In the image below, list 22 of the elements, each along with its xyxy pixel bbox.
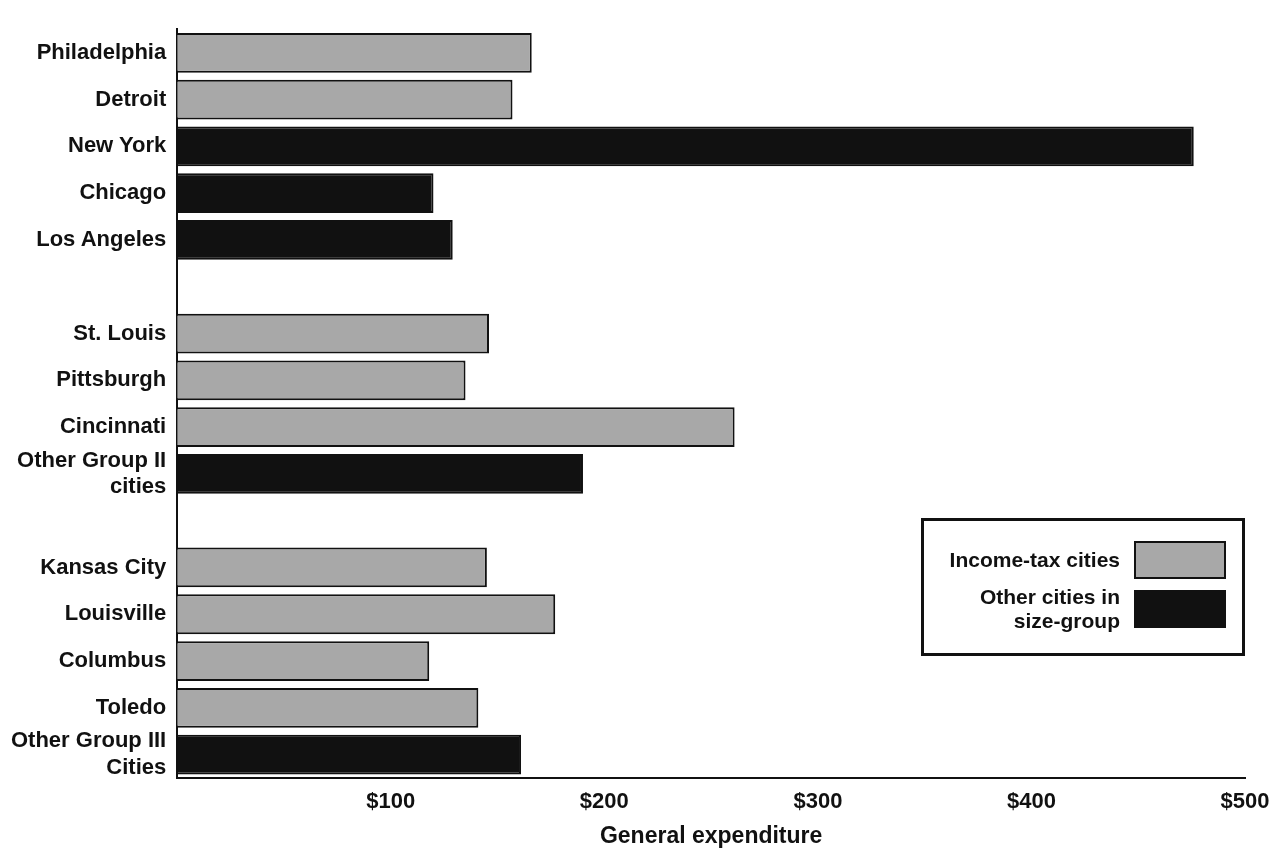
y-tick-label: Pittsburgh <box>56 366 167 392</box>
y-tick-label: Los Angeles <box>36 226 167 252</box>
x-tick-label: $500 <box>1220 788 1270 814</box>
y-tick-label: Columbus <box>58 647 167 673</box>
y-tick-label: Chicago <box>79 179 167 205</box>
x-tick-label: $300 <box>793 788 843 814</box>
y-tick-label: Cincinnati <box>59 413 167 439</box>
legend-label: Income-tax cities <box>949 548 1120 572</box>
x-tick-label: $400 <box>1006 788 1056 814</box>
y-tick-label: Toledo <box>95 693 167 719</box>
y-tick-label: New York <box>67 132 167 158</box>
y-tick-label: Louisville <box>64 600 167 626</box>
y-tick-label: Kansas City <box>40 553 167 579</box>
y-tick-label: Philadelphia <box>36 38 167 64</box>
x-tick-label: $100 <box>366 788 416 814</box>
y-tick-label: St. Louis <box>73 319 167 345</box>
x-tick-label: $200 <box>579 788 629 814</box>
y-tick-label: Other Group II cities <box>17 446 167 499</box>
legend-label: Other cities in size-group <box>978 585 1120 633</box>
y-tick-label: Other Group III Cities <box>10 727 167 779</box>
x-axis-title: General expenditure <box>599 821 823 848</box>
y-tick-label: Detroit <box>95 85 167 111</box>
